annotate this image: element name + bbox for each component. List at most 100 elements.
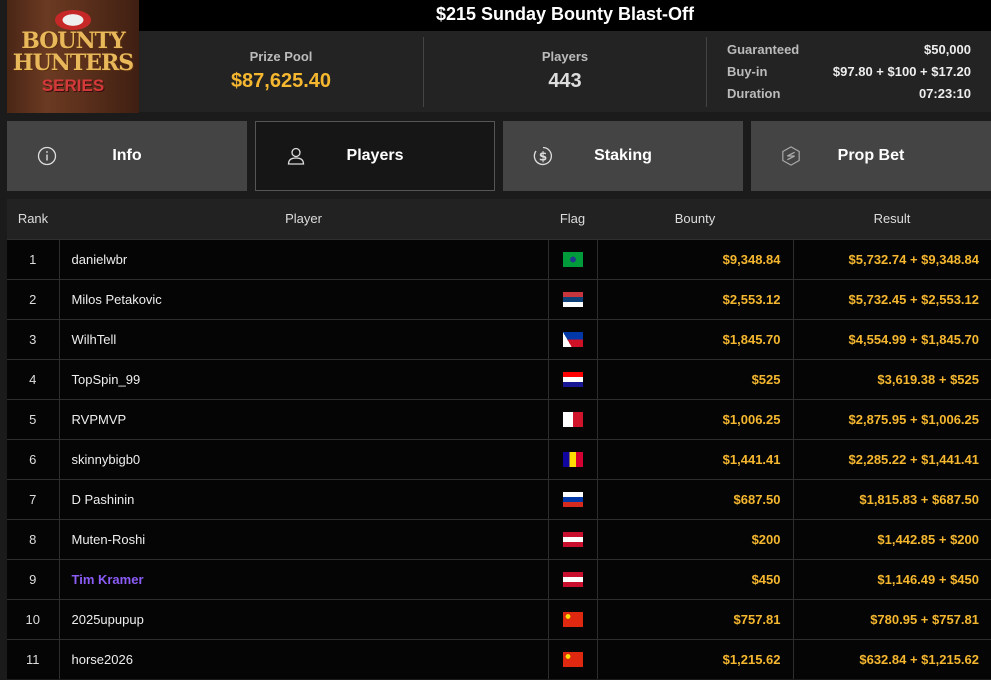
rank: 7 [7, 478, 59, 519]
table-row[interactable]: 2 Milos Petakovic $2,553.12 $5,732.45 + … [7, 278, 991, 319]
flag-cell [547, 478, 597, 519]
divider [706, 37, 707, 107]
header-result[interactable]: Result [793, 199, 991, 239]
player-name[interactable]: skinnybigb0 [58, 438, 548, 479]
table-row[interactable]: 10 2025upupup $757.81 $780.95 + $757.81 [7, 598, 991, 639]
flag-ru-icon [562, 492, 583, 508]
player-name[interactable]: horse2026 [58, 638, 548, 679]
result: $632.84 + $1,215.62 [792, 638, 991, 679]
flag-hr-icon [562, 372, 583, 388]
divider [423, 37, 424, 107]
table-header: Rank Player Flag Bounty Result [7, 199, 991, 239]
flag-cn-icon [562, 612, 583, 628]
player-name[interactable]: Muten-Roshi [58, 518, 548, 559]
flag-cell [547, 238, 597, 279]
rank: 6 [7, 438, 59, 479]
guaranteed: Guaranteed $50,000 [727, 42, 971, 57]
flag-cell [547, 598, 597, 639]
result: $1,146.49 + $450 [792, 558, 991, 599]
bounty: $1,441.41 [596, 438, 793, 479]
player-name[interactable]: TopSpin_99 [58, 358, 548, 399]
flag-cell [547, 638, 597, 679]
flag-cell [547, 398, 597, 439]
player-name[interactable]: 2025upupup [58, 598, 548, 639]
bounty: $2,553.12 [596, 278, 793, 319]
flag-at-icon [562, 532, 583, 548]
rank: 9 [7, 558, 59, 599]
table-row[interactable]: 7 D Pashinin $687.50 $1,815.83 + $687.50 [7, 478, 991, 519]
tab-staking[interactable]: $ Staking [503, 121, 743, 191]
flag-cn-icon [562, 652, 583, 668]
result: $3,619.38 + $525 [792, 358, 991, 399]
flag-rs-icon [562, 292, 583, 308]
flag-cell [547, 518, 597, 559]
rank: 1 [7, 238, 59, 279]
prize-pool: Prize Pool $87,625.40 [230, 49, 332, 92]
flag-cell [547, 558, 597, 599]
flag-ph-icon [562, 332, 583, 348]
rank: 11 [7, 638, 59, 679]
tournament-title: $215 Sunday Bounty Blast-Off [139, 0, 991, 31]
duration: Duration 07:23:10 [727, 86, 971, 101]
table-row[interactable]: 1 danielwbr $9,348.84 $5,732.74 + $9,348… [7, 238, 991, 279]
bounty: $9,348.84 [596, 238, 793, 279]
bounty: $525 [596, 358, 793, 399]
bounty: $1,006.25 [596, 398, 793, 439]
flag-at-icon [562, 572, 583, 588]
player-name[interactable]: RVPMVP [58, 398, 548, 439]
rank: 3 [7, 318, 59, 359]
player-name[interactable]: Milos Petakovic [58, 278, 548, 319]
table-row[interactable]: 4 TopSpin_99 $525 $3,619.38 + $525 [7, 358, 991, 399]
bounty: $200 [596, 518, 793, 559]
flag-br-icon [562, 252, 583, 268]
rank: 2 [7, 278, 59, 319]
tab-info[interactable]: Info [7, 121, 247, 191]
table-row[interactable]: 11 horse2026 $1,215.62 $632.84 + $1,215.… [7, 638, 991, 679]
result: $4,554.99 + $1,845.70 [792, 318, 991, 359]
table-row[interactable]: 6 skinnybigb0 $1,441.41 $2,285.22 + $1,4… [7, 438, 991, 479]
header-flag[interactable]: Flag [548, 199, 597, 239]
tournament-stats: Prize Pool $87,625.40 Players 443 Guaran… [139, 31, 991, 112]
players-count: Players 443 [541, 49, 589, 92]
user-icon [286, 146, 306, 166]
result: $5,732.74 + $9,348.84 [792, 238, 991, 279]
table-row[interactable]: 3 WilhTell $1,845.70 $4,554.99 + $1,845.… [7, 318, 991, 359]
flag-mt-icon [562, 412, 583, 428]
rank: 4 [7, 358, 59, 399]
player-name[interactable]: D Pashinin [58, 478, 548, 519]
result: $2,875.95 + $1,006.25 [792, 398, 991, 439]
result: $2,285.22 + $1,441.41 [792, 438, 991, 479]
rank: 5 [7, 398, 59, 439]
bounty: $1,845.70 [596, 318, 793, 359]
players-table: Rank Player Flag Bounty Result 1 danielw… [7, 199, 991, 679]
bounty: $1,215.62 [596, 638, 793, 679]
table-row[interactable]: 5 RVPMVP $1,006.25 $2,875.95 + $1,006.25 [7, 398, 991, 439]
player-name[interactable]: WilhTell [58, 318, 548, 359]
table-row[interactable]: 9 Tim Kramer $450 $1,146.49 + $450 [7, 558, 991, 599]
player-name[interactable]: Tim Kramer [58, 558, 548, 599]
dollar-icon: $ [533, 146, 553, 166]
info-icon [37, 146, 57, 166]
result: $780.95 + $757.81 [792, 598, 991, 639]
header-player[interactable]: Player [59, 199, 548, 239]
header-rank[interactable]: Rank [7, 199, 59, 239]
svg-text:$: $ [539, 150, 547, 164]
flag-ad-icon [562, 452, 583, 468]
tab-prop-bet[interactable]: Prop Bet [751, 121, 991, 191]
flag-cell [547, 438, 597, 479]
prop-bet-icon [781, 146, 801, 166]
flag-cell [547, 358, 597, 399]
result: $1,815.83 + $687.50 [792, 478, 991, 519]
table-row[interactable]: 8 Muten-Roshi $200 $1,442.85 + $200 [7, 518, 991, 559]
flag-cell [547, 278, 597, 319]
bounty: $687.50 [596, 478, 793, 519]
buy-in: Buy-in $97.80 + $100 + $17.20 [727, 64, 971, 79]
bounty-hunters-logo: BOUNTY HUNTERS SERIES [7, 0, 139, 113]
tab-players[interactable]: Players [255, 121, 495, 191]
rank: 8 [7, 518, 59, 559]
bounty: $450 [596, 558, 793, 599]
player-name[interactable]: danielwbr [58, 238, 548, 279]
bounty: $757.81 [596, 598, 793, 639]
result: $1,442.85 + $200 [792, 518, 991, 559]
header-bounty[interactable]: Bounty [597, 199, 793, 239]
